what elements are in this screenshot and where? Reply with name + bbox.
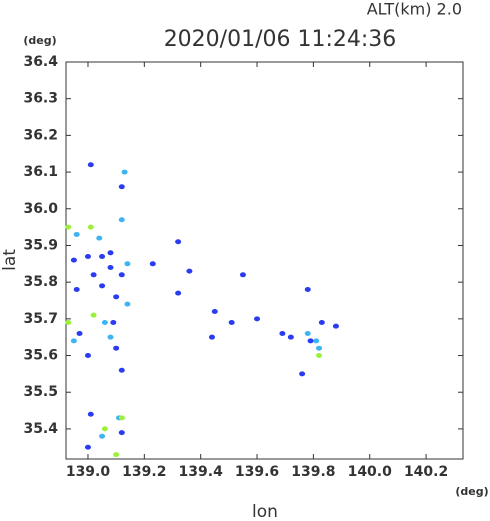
x-tick-label: 140.2 <box>404 464 448 480</box>
echo-point <box>239 272 246 278</box>
echo-point <box>118 367 125 373</box>
echo-point <box>70 338 77 344</box>
echo-point <box>186 268 193 274</box>
echo-point <box>228 320 235 326</box>
chart-title: 2020/01/06 11:24:36 <box>164 27 397 52</box>
echo-point <box>107 250 114 256</box>
y-tick-label: 36.3 <box>23 91 58 107</box>
x-tick-label: 139.8 <box>291 464 335 480</box>
x-tick-label: 139.4 <box>179 464 224 480</box>
x-tick-label: 139.0 <box>66 464 111 480</box>
echo-point <box>76 331 83 337</box>
x-tick-label: 139.2 <box>122 464 166 480</box>
echo-point <box>118 272 125 278</box>
x-unit: (deg) <box>455 485 488 498</box>
echo-point <box>65 320 72 326</box>
echo-point <box>304 331 311 337</box>
echo-point <box>316 353 323 359</box>
echo-point <box>304 286 311 292</box>
y-unit: (deg) <box>23 34 56 47</box>
echo-point <box>110 320 117 326</box>
y-tick-label: 36.2 <box>23 127 58 143</box>
y-tick-label: 36.1 <box>23 164 58 180</box>
echo-point <box>73 286 80 292</box>
y-tick-label: 35.8 <box>23 274 58 290</box>
echo-point <box>87 411 94 417</box>
echo-point <box>287 334 294 340</box>
echo-point <box>313 338 320 344</box>
echo-point <box>279 331 286 337</box>
echo-point <box>307 338 314 344</box>
y-axis-label: lat <box>0 249 20 271</box>
y-tick-label: 35.5 <box>23 384 58 400</box>
y-tick-label: 36.0 <box>23 201 58 217</box>
echo-point <box>99 283 106 289</box>
echo-point <box>99 433 106 439</box>
echo-point <box>332 323 339 329</box>
echo-point <box>118 184 125 190</box>
echo-point <box>118 430 125 436</box>
echo-point <box>84 253 91 259</box>
echo-point <box>299 371 306 377</box>
y-tick-label: 35.9 <box>23 237 58 253</box>
y-tick-label: 35.6 <box>23 348 58 364</box>
y-tick-label: 36.4 <box>23 54 58 70</box>
echo-point <box>118 415 125 421</box>
echo-point <box>70 257 77 263</box>
echo-point <box>107 264 114 270</box>
echo-point <box>208 334 215 340</box>
echo-point <box>73 231 80 237</box>
echo-point <box>90 272 97 278</box>
echo-point <box>90 312 97 318</box>
echo-point <box>113 452 120 458</box>
echo-point <box>101 426 108 432</box>
echo-point <box>149 261 156 267</box>
echo-point <box>254 316 261 322</box>
echo-point <box>211 309 218 315</box>
echo-point <box>87 162 94 168</box>
echo-point <box>65 224 72 230</box>
echo-point <box>101 320 108 326</box>
echo-point <box>107 334 114 340</box>
echo-point <box>175 239 182 245</box>
echo-point <box>99 253 106 259</box>
y-tick-label: 35.4 <box>23 421 58 437</box>
echo-point <box>316 345 323 351</box>
echo-point <box>113 345 120 351</box>
echo-point <box>84 444 91 450</box>
y-tick-label: 35.7 <box>23 311 58 327</box>
echo-point <box>121 169 128 175</box>
echo-point <box>96 235 103 241</box>
echo-point <box>84 353 91 359</box>
echo-point <box>318 320 325 326</box>
echo-point <box>124 261 131 267</box>
altitude-label: ALT(km) 2.0 <box>367 0 462 19</box>
echo-point <box>118 217 125 223</box>
echo-point <box>87 224 94 230</box>
x-axis-label: lon <box>252 502 278 521</box>
x-tick-label: 140.0 <box>348 464 393 480</box>
echo-point <box>175 290 182 296</box>
x-tick-label: 139.6 <box>235 464 279 480</box>
echo-point <box>124 301 131 307</box>
echo-point <box>113 294 120 300</box>
plot-frame <box>65 61 464 460</box>
